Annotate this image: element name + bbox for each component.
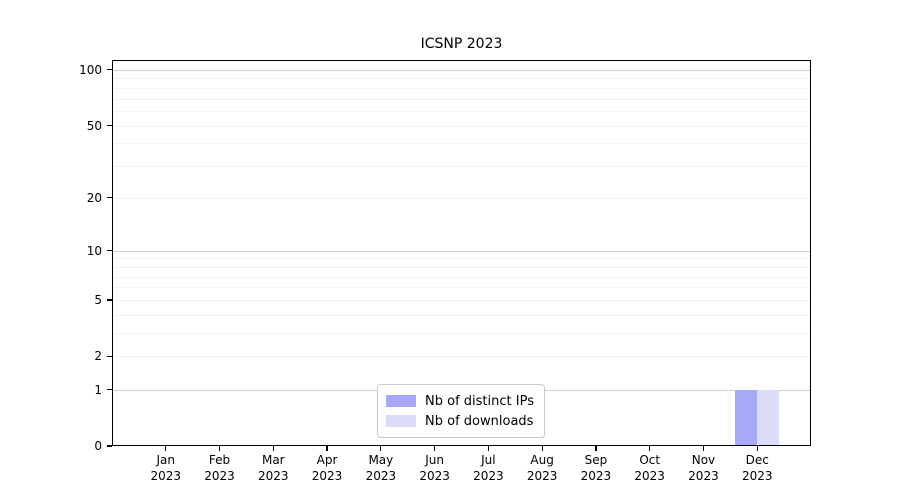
major-gridline xyxy=(113,69,810,71)
x-tick-label: Apr 2023 xyxy=(295,452,359,484)
legend-item-downloads: Nb of downloads xyxy=(386,411,534,431)
major-gridline xyxy=(113,250,810,252)
y-tick-mark xyxy=(107,197,112,199)
x-tick-year: 2023 xyxy=(473,469,504,483)
legend-label-downloads: Nb of downloads xyxy=(425,413,534,429)
minor-gridline xyxy=(113,333,810,335)
x-tick-month: Jul xyxy=(481,453,496,467)
y-tick-label: 0 xyxy=(94,439,102,453)
x-tick-label: Sep 2023 xyxy=(564,452,628,484)
x-tick-label: May 2023 xyxy=(349,452,413,484)
minor-gridline xyxy=(113,356,810,358)
x-tick-mark xyxy=(595,446,597,451)
x-tick-mark xyxy=(541,446,543,451)
x-tick-month: Mar xyxy=(261,453,285,467)
x-tick-year: 2023 xyxy=(741,469,773,483)
x-tick-year: 2023 xyxy=(526,469,558,483)
y-tick-mark xyxy=(107,355,112,358)
x-tick-mark xyxy=(326,446,328,451)
minor-gridline xyxy=(113,314,810,316)
x-tick-label: Nov 2023 xyxy=(671,452,735,484)
y-tick-label: 100 xyxy=(79,62,102,77)
x-tick-mark xyxy=(165,446,167,451)
x-tick-mark xyxy=(487,446,489,451)
x-tick-label: Jul 2023 xyxy=(456,452,520,484)
x-tick-label: Dec 2023 xyxy=(725,452,789,484)
y-tick-mark xyxy=(107,388,112,391)
x-tick-month: May xyxy=(368,453,394,467)
minor-gridline xyxy=(113,143,810,145)
minor-gridline xyxy=(113,98,810,100)
x-tick-label: Feb 2023 xyxy=(188,452,252,484)
minor-gridline xyxy=(113,266,810,268)
minor-gridline xyxy=(113,166,810,168)
x-tick-year: 2023 xyxy=(580,469,612,483)
x-tick-label: Jun 2023 xyxy=(403,452,467,484)
x-tick-month: Aug xyxy=(530,453,554,467)
legend-label-distinct-ips: Nb of distinct IPs xyxy=(425,393,534,409)
x-tick-mark xyxy=(380,446,382,451)
x-tick-year: 2023 xyxy=(311,469,343,483)
minor-gridline xyxy=(113,258,810,260)
x-tick-month: Sep xyxy=(584,453,608,467)
legend-swatch-downloads xyxy=(386,415,417,427)
x-tick-month: Jan xyxy=(156,453,176,467)
x-tick-month: Nov xyxy=(691,453,716,467)
minor-gridline xyxy=(113,87,810,89)
minor-gridline xyxy=(113,287,810,289)
y-tick-mark xyxy=(107,249,112,252)
y-tick-mark xyxy=(107,299,112,301)
x-tick-mark xyxy=(272,446,274,451)
x-tick-month: Dec xyxy=(745,453,769,467)
y-tick-label: 2 xyxy=(94,349,102,364)
minor-gridline xyxy=(113,78,810,80)
x-tick-label: Jan 2023 xyxy=(134,452,198,484)
x-tick-year: 2023 xyxy=(150,469,182,483)
chart-title: ICSNP 2023 xyxy=(420,36,503,52)
minor-gridline xyxy=(113,197,810,199)
x-tick-month: Apr xyxy=(316,453,338,467)
minor-gridline xyxy=(113,125,810,127)
x-tick-label: Mar 2023 xyxy=(241,452,305,484)
x-tick-mark xyxy=(756,446,758,451)
x-tick-year: 2023 xyxy=(258,469,289,483)
x-tick-year: 2023 xyxy=(419,469,450,483)
minor-gridline xyxy=(113,299,810,301)
minor-gridline xyxy=(113,276,810,278)
x-tick-year: 2023 xyxy=(204,469,235,483)
bar-nb-of-downloads-dec xyxy=(757,389,780,446)
y-tick-label: 1 xyxy=(94,382,102,397)
legend-swatch-distinct-ips xyxy=(386,395,417,407)
x-tick-mark xyxy=(434,446,436,451)
y-tick-mark xyxy=(107,445,112,447)
x-tick-year: 2023 xyxy=(365,469,397,483)
y-tick-label: 20 xyxy=(86,190,102,205)
x-tick-label: Aug 2023 xyxy=(510,452,574,484)
legend-item-distinct-ips: Nb of distinct IPs xyxy=(386,391,534,411)
x-tick-month: Oct xyxy=(639,453,661,467)
x-tick-mark xyxy=(218,446,221,451)
y-tick-mark xyxy=(107,69,112,71)
x-tick-label: Oct 2023 xyxy=(618,452,682,484)
y-tick-label: 5 xyxy=(94,292,102,307)
legend: Nb of distinct IPs Nb of downloads xyxy=(377,384,545,438)
y-tick-mark xyxy=(107,124,112,127)
x-tick-year: 2023 xyxy=(688,469,719,483)
x-tick-month: Feb xyxy=(208,453,231,467)
x-tick-mark xyxy=(649,446,651,451)
x-tick-mark xyxy=(702,446,705,451)
bar-nb-of-distinct-ips-dec xyxy=(735,389,758,446)
x-tick-year: 2023 xyxy=(634,469,665,483)
minor-gridline xyxy=(113,110,810,112)
y-tick-label: 10 xyxy=(86,243,102,258)
x-tick-month: Jun xyxy=(425,453,444,467)
y-tick-label: 50 xyxy=(86,118,102,133)
